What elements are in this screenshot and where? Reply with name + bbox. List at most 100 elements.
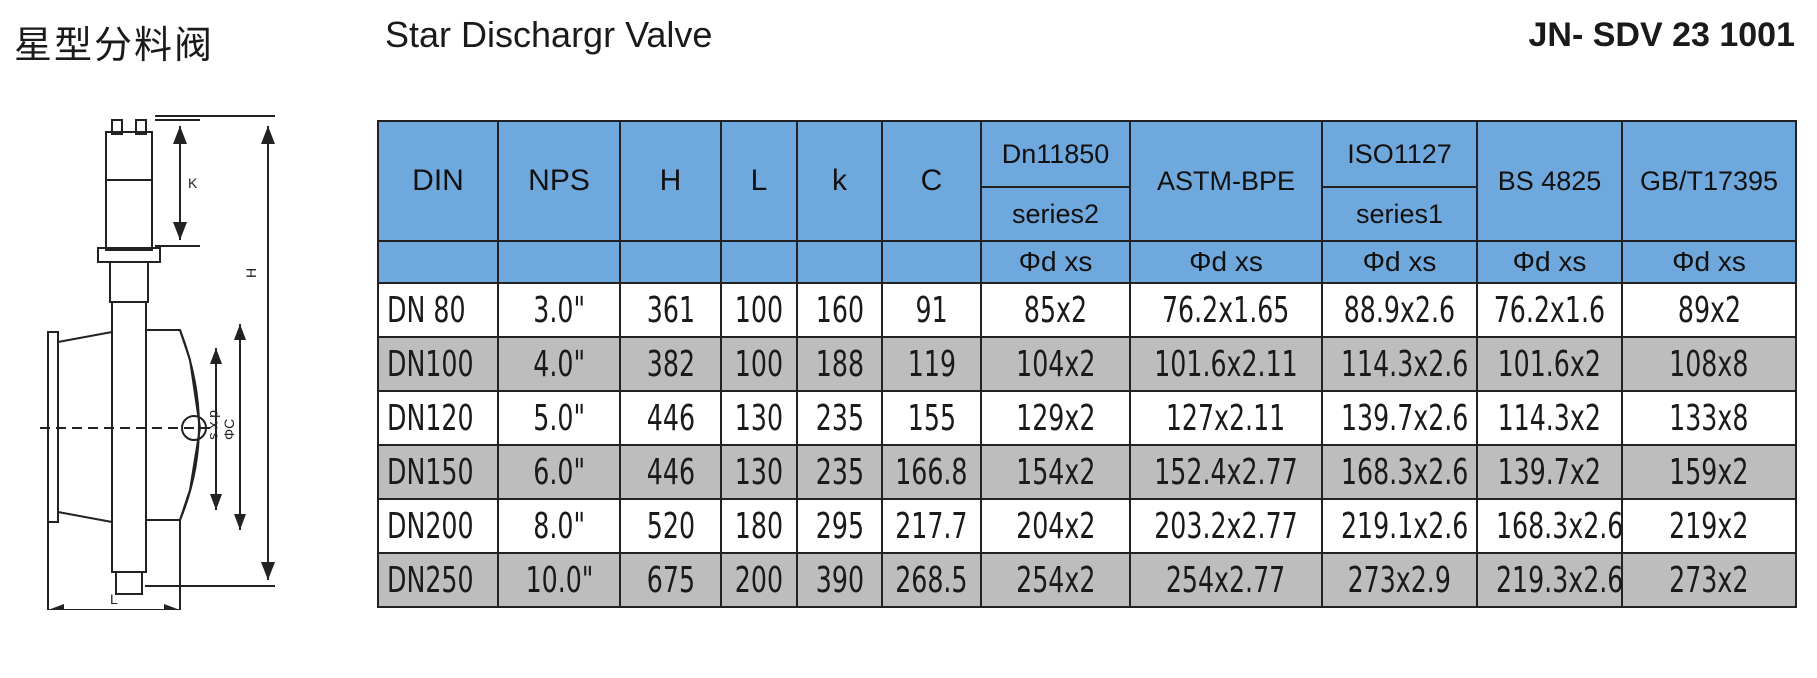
- header-c: C: [881, 120, 982, 242]
- table-cell: 235: [796, 444, 883, 500]
- header-din: DIN: [377, 120, 499, 242]
- table-cell: DN250: [377, 552, 499, 608]
- table-cell: 382: [619, 336, 722, 392]
- table-row: DN150 6.0" 446 130 235 166.8 154x2 152.4x2.77 16…: [377, 444, 1797, 500]
- valve-drawing: K H d x s ΦC L: [40, 115, 275, 610]
- table-cell: 268.5: [881, 552, 982, 608]
- table-cell: 155: [881, 390, 982, 446]
- table-cell: 235: [796, 390, 883, 446]
- table-cell: 76.2x1.6: [1476, 282, 1623, 338]
- table-cell: 4.0": [497, 336, 621, 392]
- subheader-dxs: Φd xs: [1321, 240, 1478, 284]
- table-cell: 675: [619, 552, 722, 608]
- drawing-cap-right: [135, 119, 147, 135]
- header-dn11850-sub: series2: [980, 186, 1131, 242]
- table-cell: 8.0": [497, 498, 621, 554]
- drawing-rotor-curve: [179, 329, 200, 521]
- table-cell: 254x2.77: [1129, 552, 1323, 608]
- table-cell: 219.3x2.6: [1476, 552, 1623, 608]
- table-cell: 390: [796, 552, 883, 608]
- table-cell: 88.9x2.6: [1321, 282, 1478, 338]
- subheader-blank: [377, 240, 499, 284]
- header-gb: GB/T17395: [1621, 120, 1797, 242]
- table-cell: 89x2: [1621, 282, 1797, 338]
- table-cell: 119: [881, 336, 982, 392]
- table-cell: 361: [619, 282, 722, 338]
- table-cell: 446: [619, 390, 722, 446]
- table-cell: 168.3x2.6: [1476, 498, 1623, 554]
- table-row: DN 80 3.0" 361 100 160 91 85x2 76.2x1.65 88.9x2.…: [377, 282, 1797, 338]
- drawing-body: [111, 301, 147, 573]
- table-row: DN120 5.0" 446 130 235 155 129x2 127x2.11 139.7x…: [377, 390, 1797, 446]
- table-cell: 273x2.9: [1321, 552, 1478, 608]
- subheader-dxs: Φd xs: [1476, 240, 1623, 284]
- table-cell: 180: [720, 498, 798, 554]
- subheader-dxs: Φd xs: [980, 240, 1131, 284]
- header-l: L: [720, 120, 798, 242]
- header-bs: BS 4825: [1476, 120, 1623, 242]
- label-c: ΦC: [221, 419, 237, 440]
- label-dxs: d x s: [207, 410, 223, 440]
- table-cell: 219x2: [1621, 498, 1797, 554]
- table-cell: 104x2: [980, 336, 1131, 392]
- header-astm: ASTM-BPE: [1129, 120, 1323, 242]
- table-cell: DN100: [377, 336, 499, 392]
- header-nps: NPS: [497, 120, 621, 242]
- table-cell: 168.3x2.6: [1321, 444, 1478, 500]
- table-cell: 446: [619, 444, 722, 500]
- spec-table: DIN NPS H L k C Dn11850 ASTM-BPE ISO1127…: [377, 120, 1797, 608]
- table-cell: 130: [720, 444, 798, 500]
- table-cell: 217.7: [881, 498, 982, 554]
- table-cell: 133x8: [1621, 390, 1797, 446]
- table-cell: 154x2: [980, 444, 1131, 500]
- label-k: K: [188, 175, 198, 191]
- table-cell: DN120: [377, 390, 499, 446]
- table-cell: 203.2x2.77: [1129, 498, 1323, 554]
- table-cell: 139.7x2.6: [1321, 390, 1478, 446]
- table-cell: DN150: [377, 444, 499, 500]
- header-dn11850: Dn11850: [980, 120, 1131, 188]
- table-cell: 114.3x2.6: [1321, 336, 1478, 392]
- subheader-dxs: Φd xs: [1621, 240, 1797, 284]
- drawing-actuator-body: [105, 179, 153, 251]
- header-k: k: [796, 120, 883, 242]
- table-cell: 204x2: [980, 498, 1131, 554]
- table-cell: 114.3x2: [1476, 390, 1623, 446]
- drawing-cap-left: [111, 119, 123, 135]
- table-cell: 160: [796, 282, 883, 338]
- table-cell: 100: [720, 282, 798, 338]
- table-cell: 100: [720, 336, 798, 392]
- table-cell: 5.0": [497, 390, 621, 446]
- table-row: DN250 10.0" 675 200 390 268.5 254x2 254x2.77 273…: [377, 552, 1797, 608]
- table-row: DN200 8.0" 520 180 295 217.7 204x2 203.2x2.77 21…: [377, 498, 1797, 554]
- header-iso-sub: series1: [1321, 186, 1478, 242]
- table-cell: DN 80: [377, 282, 499, 338]
- table-cell: 91: [881, 282, 982, 338]
- table-cell: 10.0": [497, 552, 621, 608]
- table-cell: 152.4x2.77: [1129, 444, 1323, 500]
- drawing-stem: [109, 261, 149, 303]
- table-cell: 129x2: [980, 390, 1131, 446]
- table-cell: 130: [720, 390, 798, 446]
- title-english: Star Dischargr Valve: [385, 14, 713, 55]
- table-cell: 254x2: [980, 552, 1131, 608]
- table-cell: 3.0": [497, 282, 621, 338]
- table-cell: 188: [796, 336, 883, 392]
- table-cell: 108x8: [1621, 336, 1797, 392]
- table-cell: DN200: [377, 498, 499, 554]
- header-h: H: [619, 120, 722, 242]
- drawing-left-pipe: [57, 331, 113, 523]
- table-cell: 76.2x1.65: [1129, 282, 1323, 338]
- table-cell: 166.8: [881, 444, 982, 500]
- drawing-right-body: [146, 329, 202, 521]
- table-cell: 139.7x2: [1476, 444, 1623, 500]
- table-cell: 200: [720, 552, 798, 608]
- label-h: H: [243, 268, 259, 278]
- drawing-actuator-top: [105, 131, 153, 181]
- table-cell: 273x2: [1621, 552, 1797, 608]
- table-cell: 295: [796, 498, 883, 554]
- header-iso: ISO1127: [1321, 120, 1478, 188]
- table-cell: 101.6x2: [1476, 336, 1623, 392]
- label-l: L: [110, 591, 118, 607]
- drawing-bottom: [115, 571, 143, 595]
